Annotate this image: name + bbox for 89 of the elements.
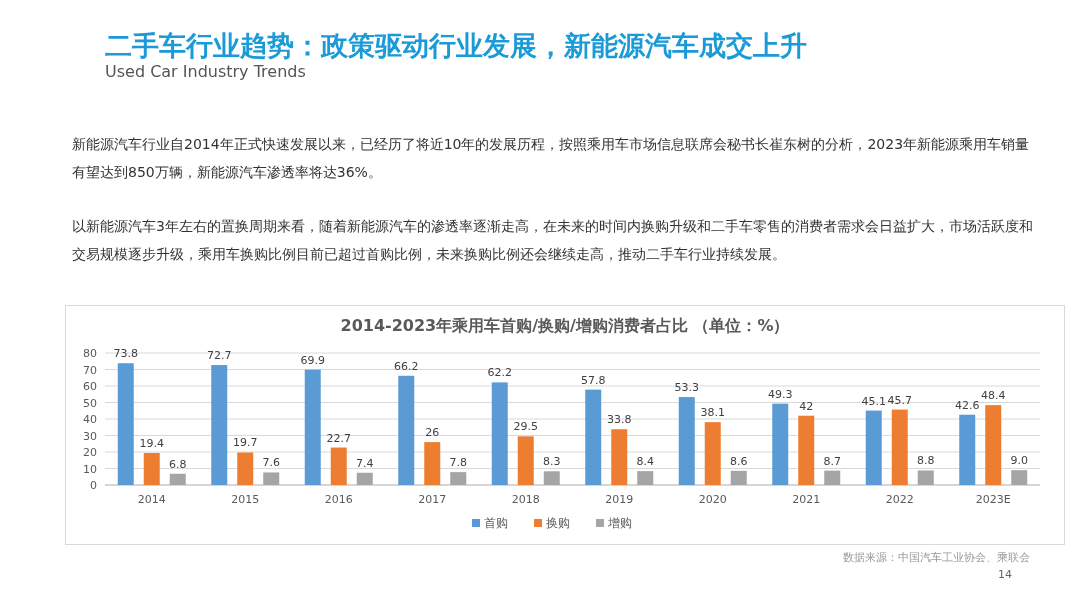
bar xyxy=(143,452,160,485)
legend-label: 首购 xyxy=(484,516,508,530)
source-note: 数据来源：中国汽车工业协会、乘联会 xyxy=(843,550,1030,565)
data-label: 8.6 xyxy=(730,454,748,468)
data-label: 66.2 xyxy=(394,359,419,373)
bar xyxy=(1011,470,1028,485)
text: Used Car Industry Trends xyxy=(105,62,306,81)
bar xyxy=(730,470,747,485)
bar xyxy=(865,410,882,485)
bar xyxy=(398,375,415,485)
data-label: 45.1 xyxy=(861,394,886,408)
bar xyxy=(917,470,934,485)
bar xyxy=(959,414,976,485)
data-label: 7.6 xyxy=(262,456,280,470)
data-label: 69.9 xyxy=(300,353,325,367)
data-label: 8.8 xyxy=(917,454,935,468)
data-label: 26 xyxy=(425,426,440,440)
y-tick-label: 10 xyxy=(83,462,97,476)
bar xyxy=(637,471,654,485)
x-tick-label: 2017 xyxy=(418,493,447,506)
bar xyxy=(824,470,841,485)
chart-title: 2014-2023年乘用车首购/换购/增购消费者占比 （单位：%） xyxy=(340,316,790,335)
data-label: 7.8 xyxy=(449,456,467,470)
y-tick-label: 0 xyxy=(90,479,97,492)
y-tick-label: 70 xyxy=(83,363,97,377)
bar xyxy=(678,397,695,485)
legend-label: 增购 xyxy=(607,516,632,530)
data-label: 62.2 xyxy=(487,366,512,380)
bar xyxy=(491,382,508,485)
data-label: 6.8 xyxy=(169,457,187,471)
bar xyxy=(450,472,467,485)
bar xyxy=(798,415,815,485)
y-tick-label: 20 xyxy=(83,446,97,459)
bar xyxy=(356,472,373,485)
text: 新能源汽车行业自2014年正式快速发展以来，已经历了将近10年的发展历程，按照乘用车市场信息联席会秘书长崔东树的分析，2023年新能源乘用车销量有望达到850万辆，新能源汽车渗透率将达36%。 xyxy=(72,135,1031,182)
data-label: 42 xyxy=(799,399,814,413)
bar xyxy=(304,369,321,485)
data-label: 42.6 xyxy=(955,398,980,412)
y-tick-label: 40 xyxy=(83,413,97,426)
data-label: 29.5 xyxy=(513,420,538,434)
y-tick-label: 30 xyxy=(83,429,97,443)
bar xyxy=(169,473,186,485)
bar xyxy=(985,405,1002,485)
data-label: 53.3 xyxy=(674,381,699,395)
data-label: 8.4 xyxy=(636,455,654,469)
data-label: 19.7 xyxy=(233,436,258,450)
data-label: 48.4 xyxy=(981,389,1006,403)
data-label: 57.8 xyxy=(581,373,606,387)
x-tick-label: 2018 xyxy=(511,493,540,506)
bar xyxy=(117,363,134,485)
bar xyxy=(704,422,721,485)
data-label: 8.3 xyxy=(543,455,561,469)
bar xyxy=(237,452,254,485)
x-tick-label: 2015 xyxy=(231,493,260,506)
data-label: 45.7 xyxy=(887,393,912,407)
data-label: 73.8 xyxy=(113,347,138,361)
data-label: 8.7 xyxy=(823,454,841,468)
text: 14 xyxy=(998,568,1012,581)
data-label: 33.8 xyxy=(607,413,632,427)
bar xyxy=(517,436,534,485)
data-label: 22.7 xyxy=(326,431,351,445)
data-label: 19.4 xyxy=(139,436,164,450)
x-tick-label: 2019 xyxy=(605,493,634,506)
x-tick-label: 2021 xyxy=(792,493,821,506)
x-tick-label: 2022 xyxy=(885,493,914,506)
bar xyxy=(891,409,908,485)
text: 以新能源汽车3年左右的置换周期来看，随着新能源汽车的渗透率逐渐走高，在未来的时间内换购升级和二手车零售的消费者需求会日益扩大，市场活跃度和交易规模逐步升级，乘用车换购比例目前已超过首购比例，未来换购比例还会继续走高，推动二手车行业持续发展。 xyxy=(72,217,1034,264)
bar xyxy=(611,429,628,485)
data-label: 49.3 xyxy=(768,387,793,401)
bar xyxy=(585,389,602,485)
bar xyxy=(263,472,280,485)
data-label: 38.1 xyxy=(700,406,725,420)
y-tick-label: 60 xyxy=(83,380,97,393)
x-tick-label: 2014 xyxy=(137,493,166,506)
bar xyxy=(772,403,789,485)
bar xyxy=(424,442,441,485)
data-label: 9.0 xyxy=(1010,454,1028,468)
y-tick-label: 80 xyxy=(83,347,97,360)
x-tick-label: 2023E xyxy=(975,493,1011,506)
x-tick-label: 2020 xyxy=(698,493,727,506)
bar xyxy=(330,447,347,485)
x-tick-label: 2016 xyxy=(324,493,353,506)
data-label: 72.7 xyxy=(207,349,232,363)
bar xyxy=(211,365,228,485)
data-label: 7.4 xyxy=(356,456,374,470)
bar xyxy=(543,471,560,485)
text: 二手车行业趋势：政策驱动行业发展，新能源汽车成交上升 xyxy=(105,30,807,61)
y-tick-label: 50 xyxy=(83,396,97,410)
legend-label: 换购 xyxy=(546,516,570,530)
